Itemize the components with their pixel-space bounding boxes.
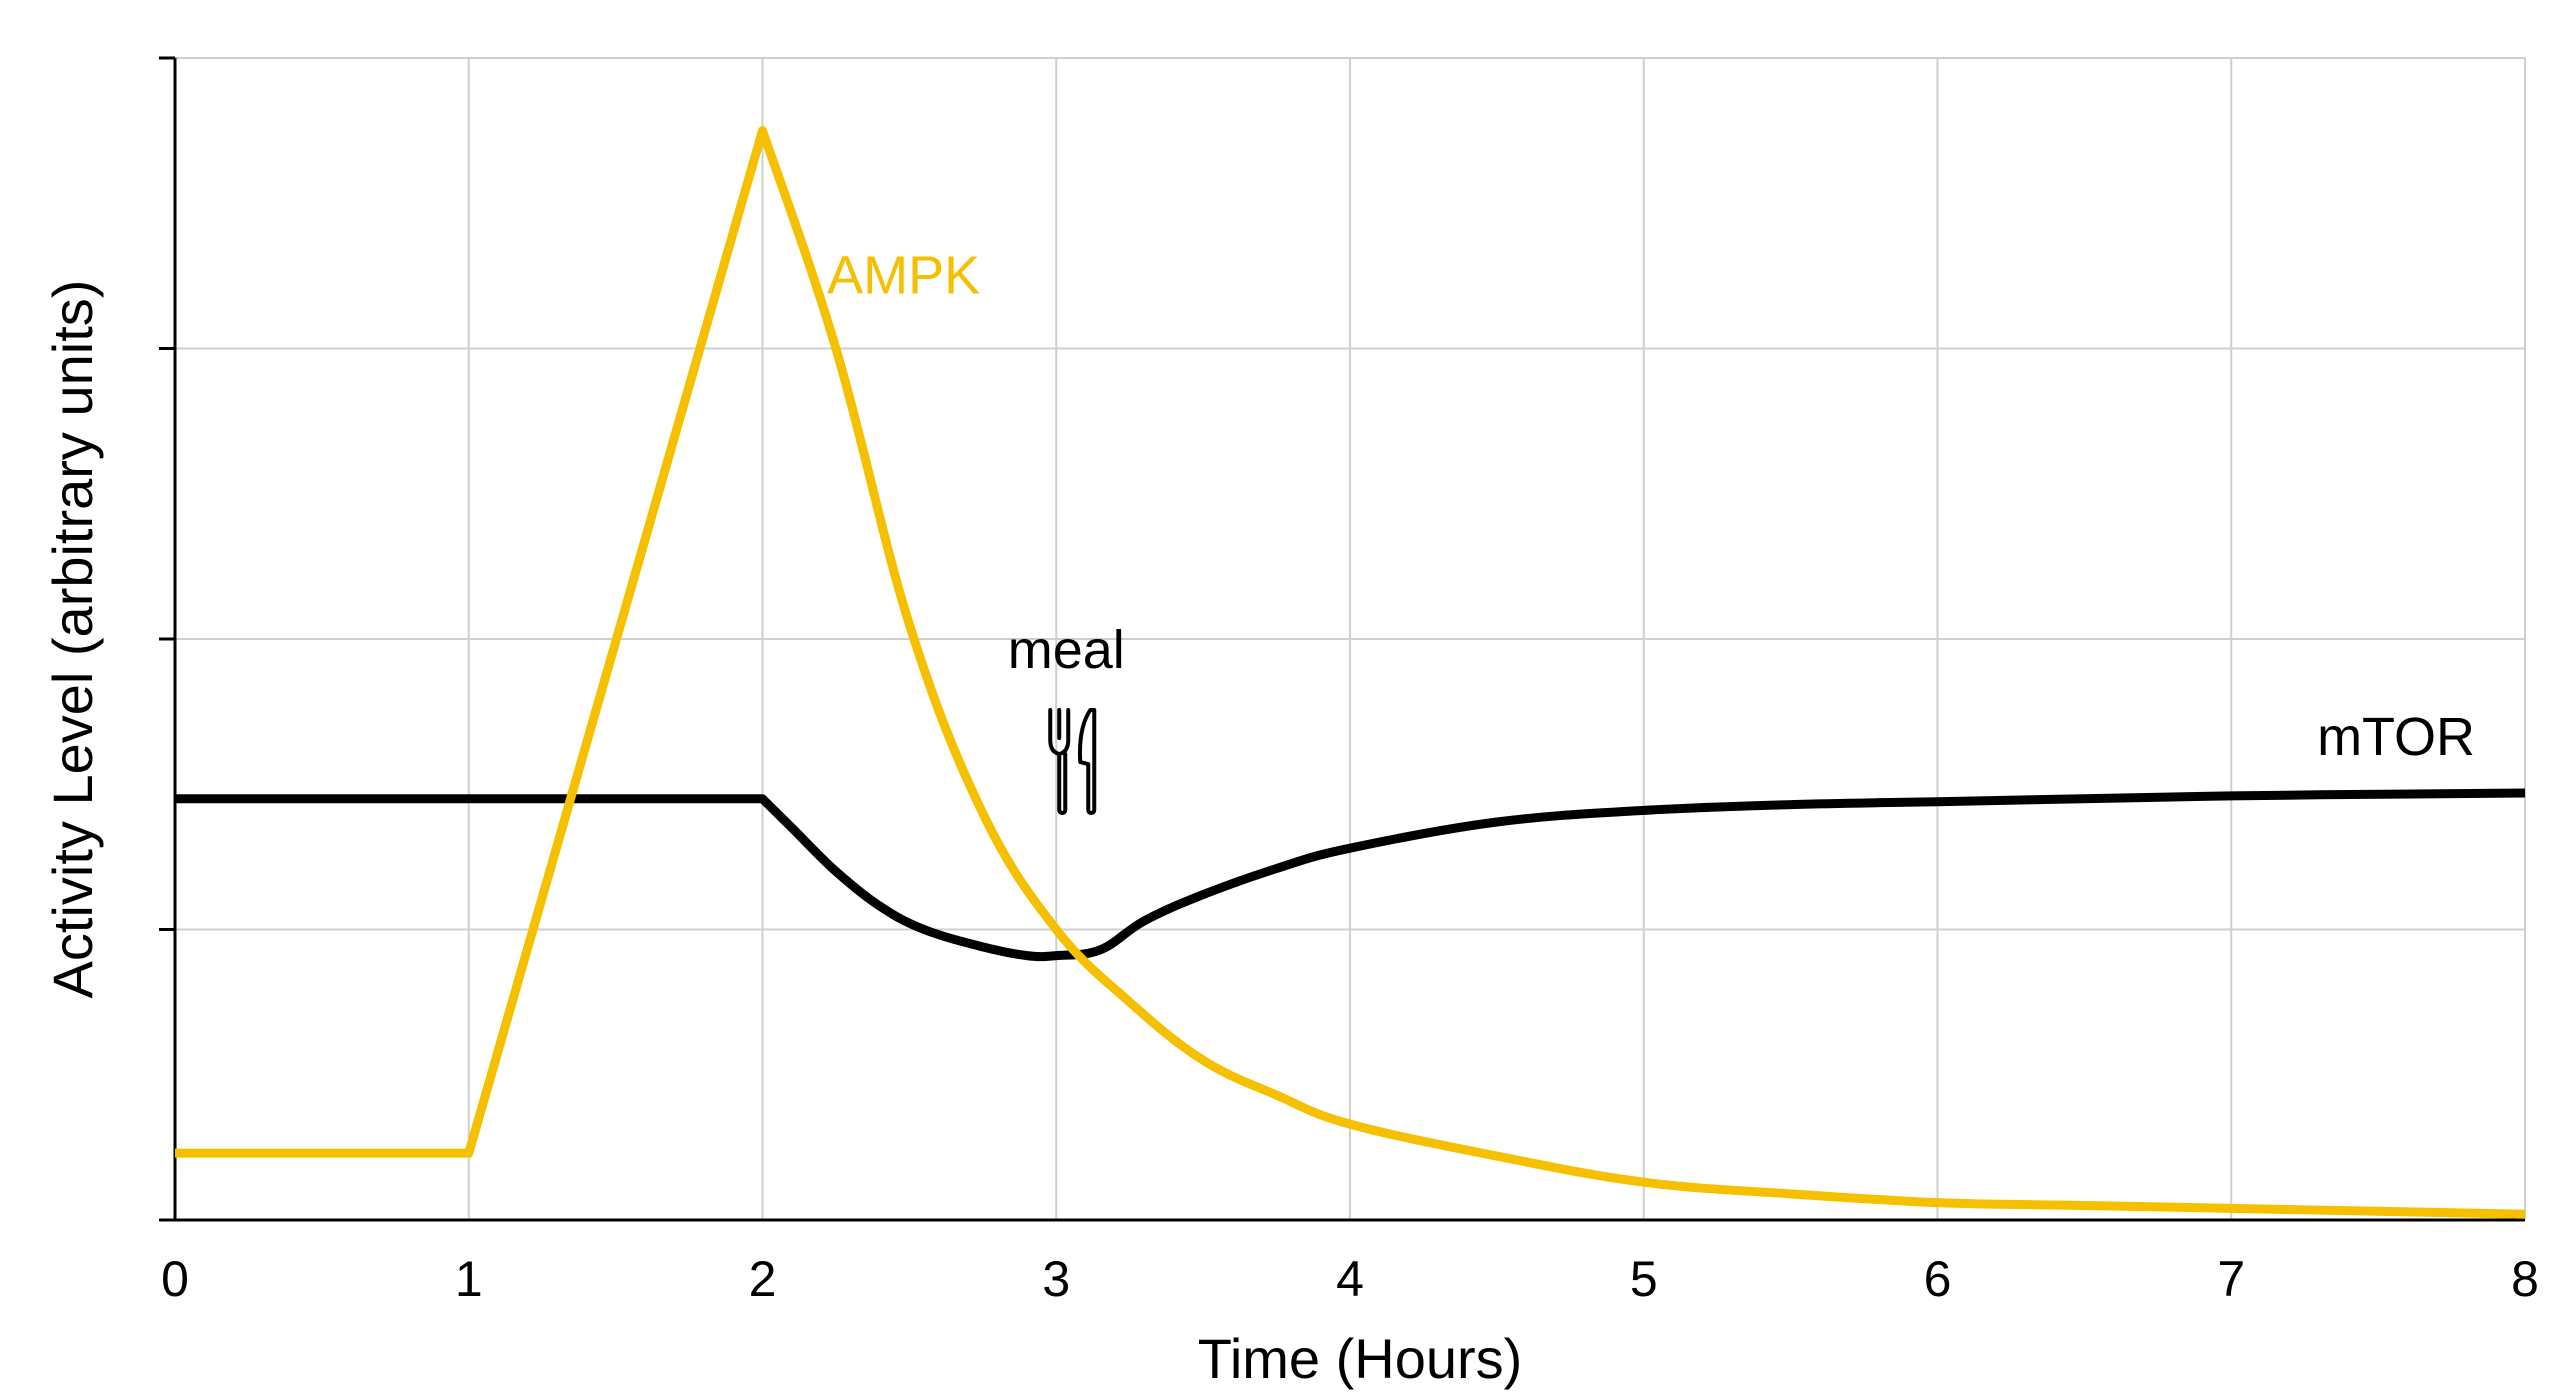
- knife-shape: [1077, 708, 1097, 815]
- x-tick-label: 4: [1336, 1251, 1364, 1307]
- x-tick-labels: 0 1 2 3 4 5 6 7 8: [161, 1251, 2539, 1307]
- x-tick-label: 5: [1630, 1251, 1658, 1307]
- axes: [159, 56, 2525, 1222]
- x-tick-label: 0: [161, 1251, 189, 1307]
- x-axis-title: Time (Hours): [1198, 1327, 1523, 1390]
- series-line-ampk: [175, 126, 2526, 1219]
- grid: [175, 57, 2526, 1220]
- x-tick-label: 6: [1924, 1251, 1952, 1307]
- annotations: AMPK mTOR meal: [827, 245, 2475, 815]
- x-tick-label: 8: [2511, 1251, 2539, 1307]
- fork-knife-icon: [1048, 708, 1097, 815]
- series-label-ampk: AMPK: [827, 245, 980, 305]
- y-axis-title: Activity Level (arbitrary units): [41, 280, 104, 999]
- x-tick-label: 1: [455, 1251, 483, 1307]
- series: [175, 126, 2526, 1219]
- fork-shape: [1048, 708, 1071, 815]
- x-tick-label: 3: [1042, 1251, 1070, 1307]
- meal-annotation: meal: [1008, 620, 1125, 680]
- series-line-mtor: [175, 788, 2526, 962]
- x-tick-label: 2: [749, 1251, 777, 1307]
- series-label-mtor: mTOR: [2317, 707, 2475, 767]
- x-tick-label: 7: [2217, 1251, 2245, 1307]
